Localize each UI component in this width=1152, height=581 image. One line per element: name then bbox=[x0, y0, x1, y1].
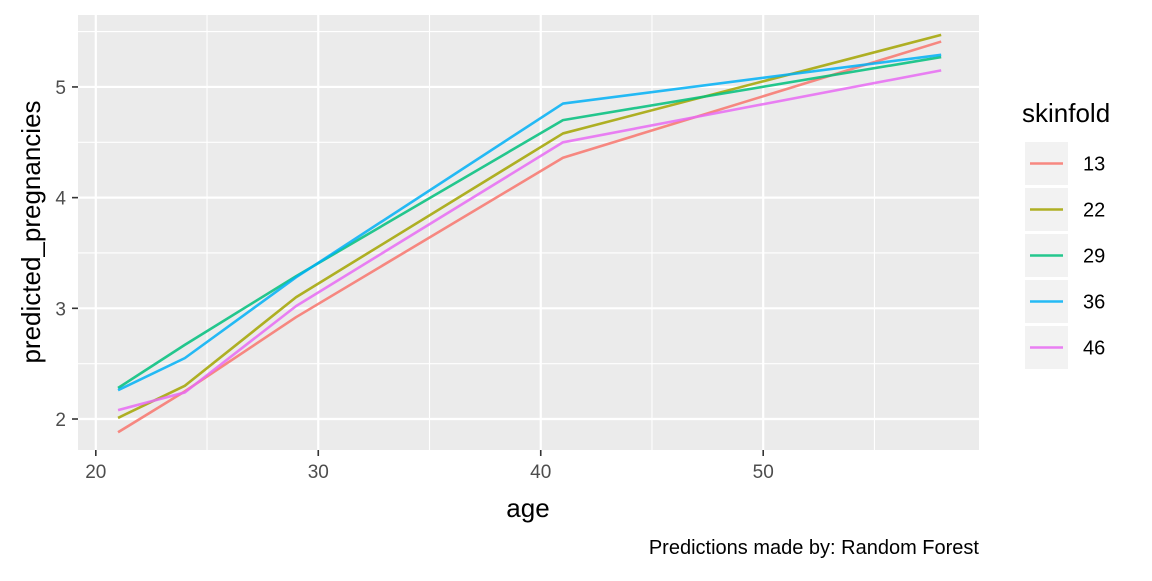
x-tick-label: 20 bbox=[85, 462, 106, 483]
legend-label-46: 46 bbox=[1083, 338, 1105, 360]
series-lines bbox=[117, 33, 942, 434]
x-axis: 20 30 40 50 bbox=[85, 450, 774, 483]
caption: Predictions made by: Random Forest bbox=[649, 537, 980, 559]
y-axis: 2 3 4 5 bbox=[55, 78, 78, 431]
x-tick-label: 30 bbox=[308, 462, 329, 483]
series-line-36 bbox=[117, 53, 942, 392]
legend-items: 13 22 29 36 46 bbox=[1025, 142, 1105, 369]
x-tick-label: 50 bbox=[753, 462, 774, 483]
legend-title: skinfold bbox=[1022, 98, 1110, 128]
y-tick-label: 5 bbox=[55, 78, 66, 99]
plot-panel bbox=[78, 15, 979, 450]
y-tick-label: 4 bbox=[55, 189, 66, 210]
x-tick-label: 40 bbox=[530, 462, 551, 483]
y-tick-label: 3 bbox=[55, 299, 66, 320]
legend-label-36: 36 bbox=[1083, 292, 1105, 314]
legend-label-13: 13 bbox=[1083, 154, 1105, 176]
series-line-22 bbox=[117, 33, 942, 420]
y-axis-label: predicted_pregnancies bbox=[16, 100, 46, 363]
legend: skinfold 13 22 29 36 46 bbox=[1022, 98, 1110, 369]
x-axis-label: age bbox=[506, 493, 549, 523]
legend-label-22: 22 bbox=[1083, 200, 1105, 222]
legend-label-29: 29 bbox=[1083, 246, 1105, 268]
series-line-46 bbox=[117, 69, 942, 412]
y-tick-label: 2 bbox=[55, 410, 66, 431]
